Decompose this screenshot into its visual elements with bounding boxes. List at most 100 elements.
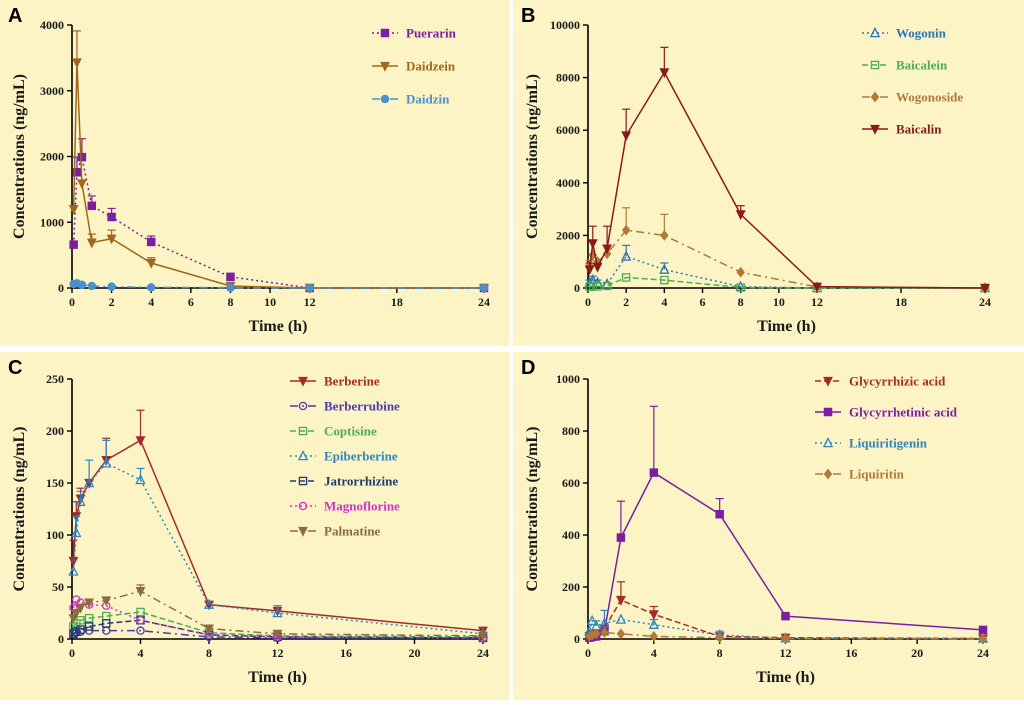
- panel-a-series-daidzin: [69, 279, 489, 293]
- panel-a-series-puerarin-point: [77, 152, 87, 162]
- panel-c-series-coptisine-point: [84, 613, 94, 623]
- panel-b-series-baicalein-point: [736, 283, 745, 292]
- panel-b-series-wogonoside-point: [621, 224, 631, 236]
- panel-c-series-epiberberine-point: [101, 457, 112, 468]
- panel-a-series-daidzin-point: [226, 283, 235, 292]
- panel-c-legend-epiberberine: Epiberberine: [290, 449, 398, 464]
- panel-c-series-berberrubine-line: [73, 629, 483, 639]
- panel-c-xtick-label: 12: [272, 646, 284, 660]
- panel-a-xtick-label: 10: [264, 295, 276, 309]
- panel-d-series-liquiritigenin-point: [648, 618, 659, 629]
- panel-a-legend-marker: [380, 28, 390, 38]
- panel-b-series-baicalin-point: [587, 239, 598, 250]
- panel-a-series-daidzin-point: [146, 283, 156, 292]
- panel-a-series-daidzein-point: [106, 234, 117, 245]
- panel-c-legend-berberine: Berberine: [290, 374, 380, 389]
- panel-c-series-palmatine-point: [84, 598, 95, 609]
- panel-b-series-baicalein-point: [660, 275, 669, 285]
- panel-b-xtick-label: 18: [895, 295, 907, 309]
- panel-d-legend-glycyrrhetinic-acid: Glycyrrhetinic acid: [815, 405, 958, 420]
- panel-c-ytick-label: 150: [46, 476, 64, 490]
- panel-c-ytick-label: 0: [58, 632, 64, 646]
- panel-c-background: [0, 352, 509, 700]
- panel-c: C 0 50 100 150 200 250 0 4 8 12 16 20 24 Time (h) Conce…: [0, 352, 509, 700]
- panel-c-series-palmatine-point: [75, 603, 86, 614]
- panel-d-legend-marker: [823, 407, 833, 417]
- panel-b-ytick-label: 4000: [556, 176, 580, 190]
- panel-d-legend-marker: [823, 376, 833, 387]
- panel-d-series-liquiritin-point: [649, 630, 659, 642]
- panel-d-ytick-label: 1000: [556, 372, 580, 386]
- panel-a-ytick-label: 0: [58, 281, 64, 295]
- panel-c-xlabel: Time (h): [248, 669, 307, 686]
- panel-a-xtick-label: 0: [69, 295, 75, 309]
- panel-c-legend-marker: [298, 501, 308, 511]
- panel-b-xtick-label: 24: [979, 295, 991, 309]
- panel-c-legend-label: Palmatine: [324, 524, 381, 539]
- panel-d-xtick-label: 0: [585, 646, 591, 660]
- panel-a-legend-label: Daidzin: [406, 92, 450, 107]
- panel-d-xtick-label: 12: [780, 646, 792, 660]
- panel-b-legend-marker: [870, 124, 880, 135]
- panel-a-xtick-label: 2: [109, 295, 115, 309]
- panel-a-series-daidzein-point: [86, 238, 97, 249]
- panel-a-legend-marker: [380, 94, 390, 104]
- panel-b-xtick-label: 0: [585, 295, 591, 309]
- panel-b-legend-marker: [869, 26, 881, 38]
- panel-a-xtick-label: 6: [188, 295, 194, 309]
- panel-c-series-jatrorrhizine-point: [72, 627, 81, 636]
- panel-b-xtick-label: 8: [738, 295, 744, 309]
- panel-a-xtick-label: 4: [148, 295, 154, 309]
- panel-c-series-jatrorrhizine-line: [72, 619, 484, 639]
- panel-c-series-magnoflorine-point: [136, 616, 145, 625]
- panel-b-series-wogonoside-point: [660, 229, 669, 241]
- panel-b-legend-label: Wogonoside: [896, 90, 963, 105]
- panel-c-series-epiberberine-point: [203, 598, 215, 609]
- panel-d-series-liquiritin-point: [781, 633, 790, 644]
- panel-c-legend-marker: [298, 476, 308, 486]
- panel-a-series-daidzein-point: [72, 58, 82, 69]
- panel-b-legend-wogonin: Wogonin: [862, 26, 947, 41]
- panel-d-background: [513, 352, 1024, 700]
- panel-a-series-daidzein-point: [68, 205, 79, 215]
- panel-a-xlabel: Time (h): [249, 318, 308, 335]
- panel-b-series-wogonoside-point: [736, 266, 745, 278]
- panel-a-legend-marker: [380, 61, 390, 72]
- panel-d-series-liquiritin-point: [591, 628, 601, 640]
- panel-a-xtick-label: 8: [227, 295, 233, 309]
- panel-a-ylabel: Concentrations (ng/mL): [11, 74, 28, 239]
- panel-d: D 0 200 400 600 800 1000 0 4 8 12 16 20 24 Time (h) Con…: [513, 352, 1024, 700]
- panel-b-ytick-label: 8000: [556, 71, 580, 85]
- panel-a-series-daidzein-point: [76, 179, 87, 190]
- panel-c-legend-coptisine: Coptisine: [290, 424, 377, 439]
- panel-d-ytick-label: 800: [562, 424, 580, 438]
- panel-a-xtick-label: 12: [304, 295, 316, 309]
- panel-c-label: C: [8, 357, 22, 379]
- panel-b-series-baicalin-point: [584, 265, 595, 276]
- panel-a-series-puerarin-point: [69, 240, 78, 249]
- panel-d-series-glycyrrhetinic-acid-point: [781, 611, 790, 621]
- panel-a-series-daidzin-point: [479, 283, 489, 293]
- panel-d-series-liquiritigenin-point: [599, 617, 610, 628]
- panel-c-series-berberrubine-point: [136, 626, 145, 635]
- panel-c-ytick-label: 250: [46, 372, 64, 386]
- panel-d-series-glycyrrhetinic-acid-point: [978, 625, 988, 635]
- panel-c-series-berberine-point: [68, 556, 79, 567]
- panel-c-xtick-label: 4: [138, 646, 144, 660]
- panel-d-label: D: [521, 357, 535, 379]
- panel-d-legend-liquiritin: Liquiritin: [815, 467, 905, 482]
- panel-b-series-baicalin-point: [659, 68, 670, 79]
- panel-b-series-baicalein-point: [602, 281, 612, 291]
- panel-a-series-daidzin-point: [77, 280, 87, 289]
- panel-a-ytick-label: 1000: [40, 215, 64, 229]
- panel-c-xtick-label: 8: [206, 646, 212, 660]
- panel-b-legend-marker: [870, 60, 880, 70]
- panel-c-series-epiberberine-point: [71, 526, 82, 538]
- panel-c-series-palmatine-point: [71, 608, 82, 619]
- panel-b-ytick-label: 10000: [550, 18, 580, 32]
- panel-b-series-baicalein-point: [621, 273, 631, 282]
- panel-b-ytick-label: 6000: [556, 123, 580, 137]
- panel-a-series-daidzin-point: [87, 281, 97, 291]
